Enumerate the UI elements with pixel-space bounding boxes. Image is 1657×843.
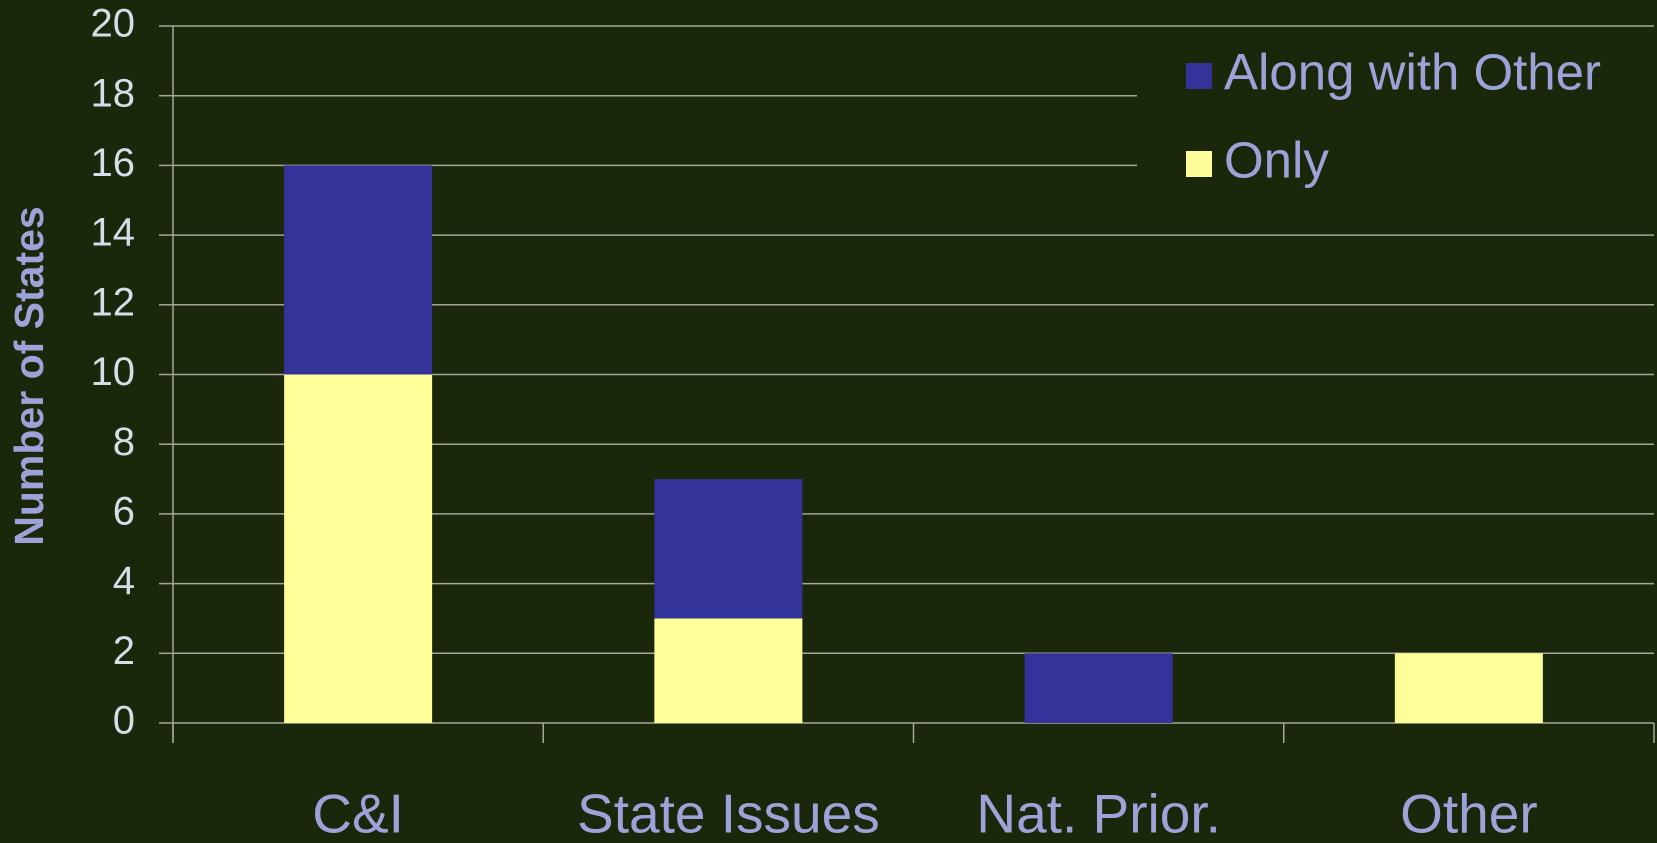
bar-segment — [284, 165, 433, 375]
legend-swatch — [1186, 151, 1212, 177]
y-axis-label: Number of States — [6, 206, 52, 545]
bar-segment — [1394, 653, 1543, 723]
y-tick-label: 14 — [91, 211, 136, 255]
bar-segment — [654, 618, 803, 723]
y-tick-label: 12 — [91, 280, 136, 324]
x-tick-label: C&I — [312, 783, 404, 843]
y-tick-label: 18 — [91, 71, 136, 115]
bar-segment — [284, 374, 433, 723]
y-tick-label: 4 — [113, 559, 135, 603]
bar-segment — [1024, 653, 1173, 723]
y-tick-label: 20 — [91, 2, 136, 46]
x-tick-label: State Issues — [577, 783, 880, 843]
y-tick-label: 0 — [113, 699, 135, 743]
y-tick-label: 6 — [113, 489, 135, 533]
legend-label: Along with Other — [1224, 43, 1601, 100]
bar-segment — [654, 479, 803, 619]
x-tick-label: Other — [1400, 783, 1538, 843]
legend-background — [1137, 30, 1654, 200]
y-tick-label: 16 — [91, 141, 136, 185]
x-tick-label: Nat. Prior. — [976, 783, 1221, 843]
legend-swatch — [1186, 63, 1212, 89]
y-tick-label: 2 — [113, 629, 135, 673]
legend-label: Only — [1224, 131, 1329, 188]
y-tick-label: 8 — [113, 420, 135, 464]
y-tick-label: 10 — [91, 350, 136, 394]
